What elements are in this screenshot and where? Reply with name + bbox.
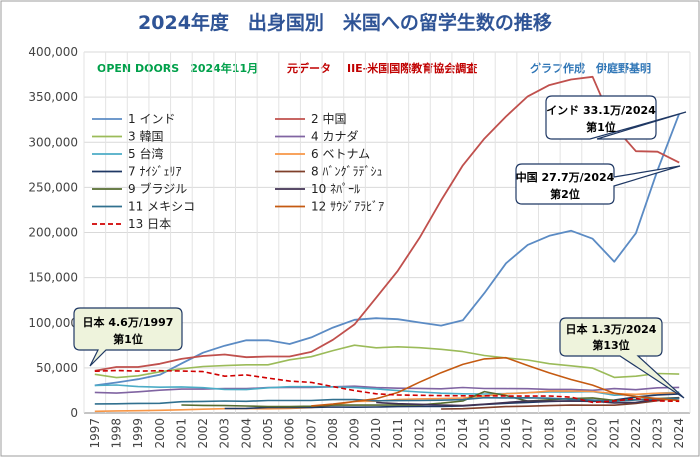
y-tick-label: 50,000 bbox=[36, 361, 78, 375]
x-tick-label: 2004 bbox=[239, 418, 253, 449]
source-graph-author: グラフ作成 伊庭野基明 bbox=[530, 61, 651, 75]
x-tick-label: 2013 bbox=[434, 418, 448, 449]
legend-label: 13 日本 bbox=[128, 217, 171, 231]
legend-label: 4 カナダ bbox=[311, 129, 358, 144]
series-line-8 bbox=[441, 396, 680, 410]
callout-india-line2: 第1位 bbox=[586, 120, 616, 134]
legend-label: 9 ブラジル bbox=[128, 181, 187, 196]
x-tick-label: 2011 bbox=[391, 418, 405, 449]
x-tick-label: 2007 bbox=[304, 418, 318, 449]
legend-label: 1 インド bbox=[128, 112, 175, 126]
x-tick-label: 2018 bbox=[542, 418, 556, 449]
series-line-12 bbox=[311, 356, 680, 407]
legend-label: 10 ﾈﾊﾟｰﾙ bbox=[311, 182, 360, 196]
series-group bbox=[94, 75, 681, 413]
callout-japan-1997-line2: 第1位 bbox=[113, 332, 143, 346]
x-tick-label: 2017 bbox=[521, 418, 535, 449]
legend-label: 6 ベトナム bbox=[311, 147, 370, 161]
x-tick-label: 2005 bbox=[261, 418, 275, 449]
source-open-doors: OPEN DOORS 2024年11月 bbox=[97, 61, 258, 75]
y-tick-label: 0 bbox=[70, 406, 78, 420]
x-tick-label: 2012 bbox=[412, 418, 426, 449]
callout-japan-2024: 日本 1.3万/2024 第13位 bbox=[559, 317, 685, 399]
callout-japan-1997-line1: 日本 4.6万/1997 bbox=[83, 315, 174, 329]
x-tick-label: 1998 bbox=[109, 418, 123, 449]
x-tick-label: 2023 bbox=[651, 418, 665, 449]
series-line-13 bbox=[94, 369, 680, 404]
series-line-10 bbox=[376, 397, 680, 407]
callout-japan-2024-line1: 日本 1.3万/2024 bbox=[566, 322, 657, 336]
x-tick-label: 2016 bbox=[499, 418, 513, 449]
x-tick-label: 2002 bbox=[196, 418, 210, 449]
x-tick-label: 2024 bbox=[672, 418, 686, 449]
chart-title: 2024年度 出身国別 米国への留学生数の推移 bbox=[138, 11, 552, 34]
x-tick-label: 2000 bbox=[153, 418, 167, 449]
callout-japan-1997: 日本 4.6万/1997 第1位 bbox=[73, 307, 183, 367]
callout-china: 中国 27.7万/2024 第2位 bbox=[515, 163, 681, 205]
y-tick-label: 300,000 bbox=[28, 135, 78, 149]
y-tick-label: 150,000 bbox=[28, 271, 78, 285]
series-line-3 bbox=[94, 344, 680, 379]
x-tick-label: 2009 bbox=[348, 418, 362, 449]
x-tick-label: 2020 bbox=[586, 418, 600, 449]
legend-label: 7 ﾅｲｼﾞｪﾘｱ bbox=[128, 165, 181, 179]
callout-india: インド 33.1万/2024 第1位 bbox=[545, 95, 687, 140]
legend: 1 インド 2 中国 3 韓国 4 カナダ 5 台湾 6 ベトナム 7 ﾅｲｼﾞｪﾘｱ 8 ﾊ… bbox=[92, 111, 384, 231]
series-line-2 bbox=[94, 75, 680, 372]
x-tick-label: 2022 bbox=[629, 418, 643, 449]
x-tick-label: 2003 bbox=[218, 418, 232, 449]
x-axis: 1997 1998 1999 2000 2001 2002 2003 2004 2005 2006… bbox=[88, 418, 686, 449]
x-tick-label: 2014 bbox=[456, 418, 470, 449]
callout-china-line2: 第2位 bbox=[550, 187, 580, 201]
y-tick-label: 250,000 bbox=[28, 180, 78, 194]
callout-china-line1: 中国 27.7万/2024 bbox=[516, 170, 615, 184]
y-tick-label: 200,000 bbox=[28, 226, 78, 240]
callout-india-line1: インド 33.1万/2024 bbox=[546, 104, 656, 117]
legend-label: 2 中国 bbox=[311, 111, 346, 126]
y-axis: 0 50,000 100,000 150,000 200,000 250,000 300,0… bbox=[28, 45, 78, 420]
x-tick-label: 2021 bbox=[607, 418, 621, 449]
x-tick-label: 2001 bbox=[174, 418, 188, 449]
source-moto-data: 元データ bbox=[287, 61, 331, 75]
legend-label: 3 韓国 bbox=[128, 130, 163, 144]
legend-label: 11 メキシコ bbox=[128, 200, 195, 214]
source-iie: IIE-米国国際教育協会調査 bbox=[347, 61, 477, 75]
legend-label: 8 ﾊﾞﾝｸﾞﾗﾃﾞｼｭ bbox=[311, 165, 382, 179]
callout-japan-2024-line2: 第13位 bbox=[592, 338, 629, 352]
series-line-4 bbox=[94, 385, 680, 394]
y-tick-label: 350,000 bbox=[28, 90, 78, 104]
x-tick-label: 2015 bbox=[477, 418, 491, 449]
x-tick-label: 2008 bbox=[326, 418, 340, 449]
legend-label: 5 台湾 bbox=[128, 146, 163, 161]
x-tick-label: 1999 bbox=[131, 418, 145, 449]
y-tick-label: 400,000 bbox=[28, 45, 78, 59]
x-tick-label: 2006 bbox=[283, 418, 297, 449]
x-tick-label: 2019 bbox=[564, 418, 578, 449]
x-tick-label: 1997 bbox=[88, 418, 102, 449]
x-tick-label: 2010 bbox=[369, 418, 383, 449]
y-tick-label: 100,000 bbox=[28, 316, 78, 330]
source-line: OPEN DOORS 2024年11月 元データ IIE-米国国際教育協会調査 … bbox=[97, 61, 651, 75]
legend-label: 12 ｻｳｼﾞｱﾗﾋﾞｱ bbox=[311, 200, 384, 214]
